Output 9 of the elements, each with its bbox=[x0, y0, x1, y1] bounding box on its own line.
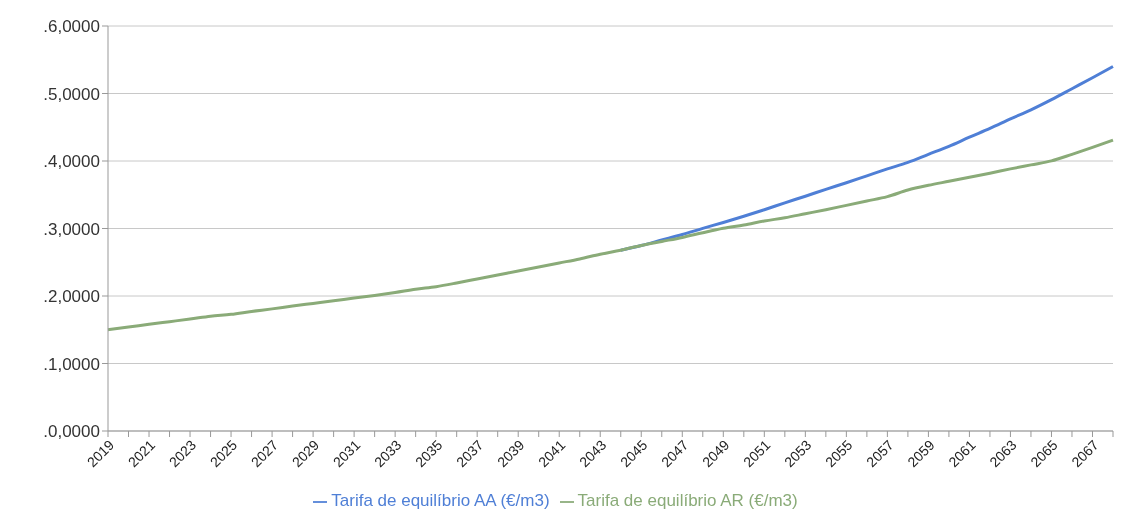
text: .0,0000 bbox=[43, 422, 100, 442]
text: .5,0000 bbox=[43, 84, 100, 104]
text: .2,0000 bbox=[43, 287, 100, 307]
text: .6,0000 bbox=[43, 17, 100, 37]
legend-label: Tarifa de equilíbrio AA (€/m3) bbox=[331, 491, 550, 510]
text: .4,0000 bbox=[43, 152, 100, 172]
text: .3,0000 bbox=[43, 219, 100, 239]
text: .1,0000 bbox=[43, 354, 100, 374]
legend-label: Tarifa de equilíbrio AR (€/m3) bbox=[577, 491, 798, 510]
